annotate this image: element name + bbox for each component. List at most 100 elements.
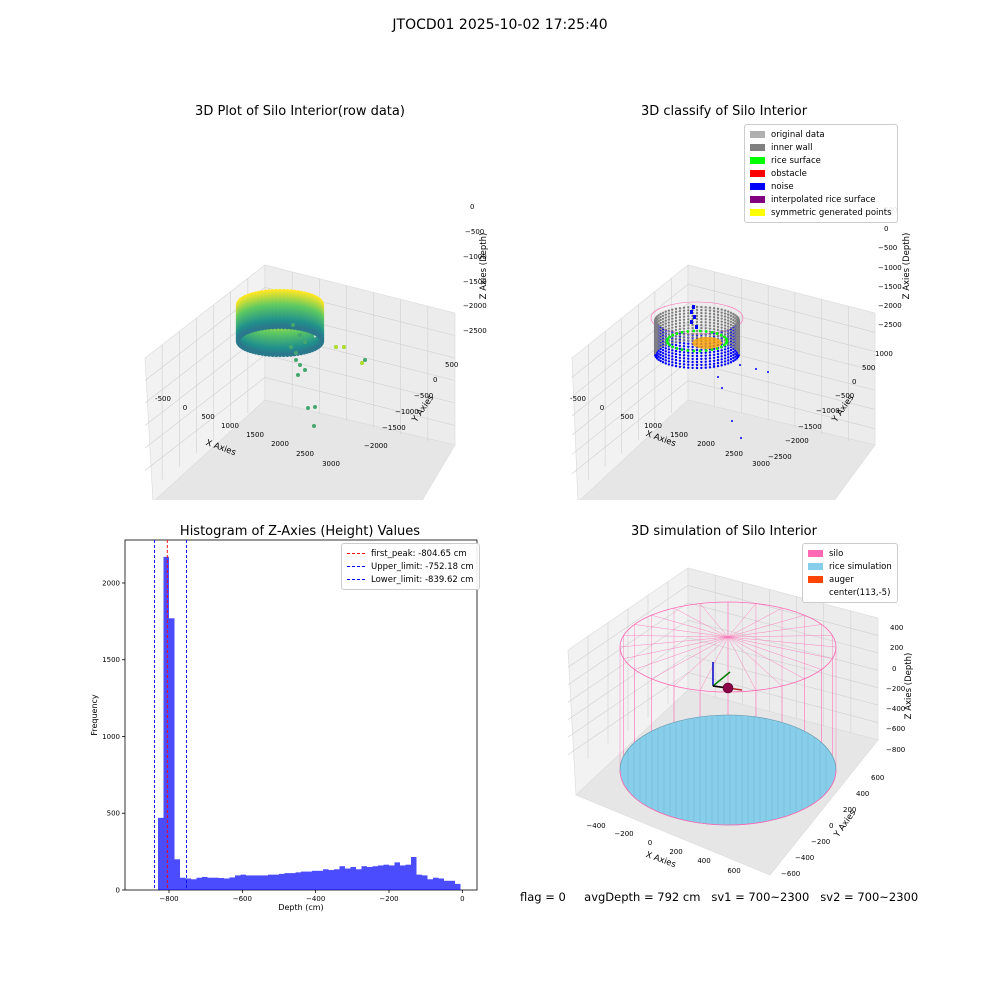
data-point (657, 344, 660, 347)
p1-xtick: 0 (183, 404, 187, 412)
data-point (306, 406, 310, 410)
data-point (682, 354, 686, 357)
data-point (659, 330, 662, 334)
data-point (674, 316, 678, 320)
data-point (723, 357, 727, 360)
data-point (729, 355, 733, 358)
data-point (723, 351, 727, 354)
silo-wire (623, 635, 729, 638)
p4-ytick: 600 (871, 774, 884, 782)
data-point (667, 333, 671, 336)
data-point (288, 352, 294, 357)
data-point (674, 337, 678, 341)
hist-bar (433, 877, 439, 890)
hist-bar (422, 875, 428, 890)
p4-ytick: 400 (856, 790, 869, 798)
data-point (674, 358, 678, 362)
data-point (710, 330, 714, 334)
data-point (727, 328, 730, 331)
data-point (739, 364, 741, 366)
data-point (687, 363, 690, 366)
data-point (708, 315, 712, 318)
p1-ytick: −500 (414, 392, 433, 400)
data-point (664, 316, 667, 319)
data-point (695, 329, 699, 333)
data-point (708, 306, 712, 309)
data-point (661, 341, 665, 344)
data-point (659, 359, 662, 363)
data-point (695, 317, 699, 321)
legend-swatch (808, 550, 823, 557)
legend-item: interpolated rice surface (750, 193, 892, 206)
data-point (708, 357, 712, 360)
data-point (667, 357, 671, 360)
data-point (678, 331, 682, 334)
data-point (704, 360, 707, 363)
data-point (659, 315, 662, 319)
data-point (691, 360, 694, 364)
data-point (727, 322, 730, 325)
data-point (704, 333, 707, 336)
data-point (712, 362, 716, 365)
data-point (708, 324, 712, 327)
data-point (727, 334, 730, 337)
sv2-text: sv2 = 700~2300 (820, 890, 919, 904)
data-point (732, 356, 735, 360)
data-point (732, 330, 735, 334)
panel1-yticks: 500 0 −500 −1000 −1500 −2000 (364, 361, 458, 450)
data-point (671, 361, 674, 364)
p4-ztick: 200 (890, 644, 903, 652)
data-point (729, 329, 733, 332)
data-point (723, 354, 727, 357)
data-point (667, 354, 671, 357)
data-point (695, 314, 699, 318)
data-point (661, 335, 665, 338)
data-point (695, 354, 699, 358)
legend-item: center(113,-5) (808, 586, 892, 599)
data-point (671, 329, 674, 332)
data-point (715, 347, 719, 350)
data-point (659, 336, 662, 340)
panel4-plot: −400 −200 0 200 400 600 X Axies 600 400 … (567, 567, 914, 878)
hist-bar (229, 877, 235, 890)
p4-ytick: 200 (843, 806, 856, 814)
legend-item: symmetric generated points (750, 206, 892, 219)
data-point (671, 320, 674, 323)
hist-bar (284, 873, 290, 890)
data-point (281, 352, 286, 358)
data-point (657, 317, 660, 320)
p4-xtick: −400 (586, 822, 605, 830)
data-point (674, 307, 678, 311)
silo-wire (727, 636, 822, 670)
hist-bar (268, 874, 274, 890)
data-point (682, 321, 686, 324)
data-point (664, 359, 667, 362)
data-point (664, 325, 667, 328)
data-point (723, 348, 727, 351)
data-point (678, 316, 682, 319)
data-point (715, 332, 719, 335)
data-point (664, 328, 667, 331)
data-point (678, 359, 682, 362)
data-point (678, 350, 682, 353)
data-point (695, 305, 699, 309)
data-point (661, 361, 665, 364)
data-point (700, 323, 703, 327)
data-point (732, 315, 735, 319)
data-point (729, 311, 733, 314)
legend-item: auger (808, 573, 892, 586)
data-point (708, 363, 712, 366)
legend-label: rice surface (771, 155, 821, 166)
sv1-text: sv1 = 700~2300 (711, 890, 810, 904)
hist-bar (158, 817, 164, 890)
data-point (667, 318, 671, 321)
data-point (734, 352, 737, 355)
data-point (712, 350, 716, 353)
data-point (695, 363, 699, 367)
data-point (657, 338, 660, 341)
data-point (732, 312, 735, 316)
legend-line (347, 566, 365, 567)
data-point (708, 366, 712, 369)
data-point (691, 332, 694, 336)
flag-text: flag = 0 (520, 890, 566, 904)
